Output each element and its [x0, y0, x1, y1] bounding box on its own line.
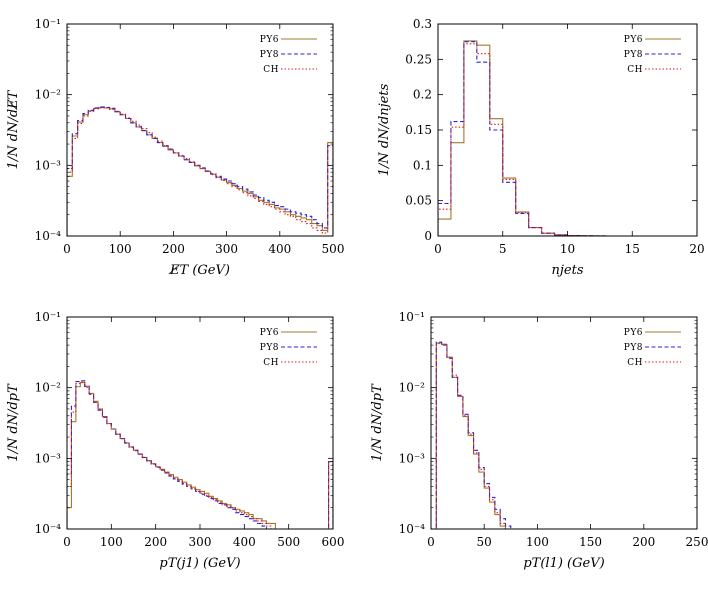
y-tick-label: 10⁻³ [35, 451, 62, 465]
y-tick-label: 0.05 [405, 194, 432, 208]
y-tick-label: 10⁻⁴ [35, 522, 62, 536]
plot-frame [430, 316, 698, 530]
series-ch-line [67, 381, 333, 529]
x-tick-label: 250 [686, 535, 708, 549]
y-tick-label: 10⁻² [35, 88, 62, 102]
chart-panel-1: 0 100 200 300 400 500 10⁻⁴ 10⁻³ 10⁻² 10⁻¹ E̸T (GeV… [6, 17, 344, 278]
series-group [431, 341, 538, 529]
x-tick-label: 5 [499, 242, 507, 256]
x-tick-label: 200 [632, 535, 655, 549]
x-tick-label: 100 [109, 242, 132, 256]
series-ch-line [431, 343, 538, 529]
y-tick-label: 0.15 [405, 123, 432, 137]
y-tick-label: 10⁻⁴ [399, 522, 426, 536]
x-tick-label: 500 [277, 535, 300, 549]
x-tick-label: 20 [689, 242, 704, 256]
x-axis-label: pT(l1) (GeV) [523, 556, 604, 571]
y-tick-label: 10⁻¹ [399, 310, 425, 324]
x-tick-label: 50 [477, 535, 492, 549]
series-ch-line [438, 43, 697, 236]
x-tick-label: 400 [233, 535, 256, 549]
legend-label-py6: PY6 [260, 35, 279, 45]
series-py6-line [431, 342, 538, 529]
x-tick-label: 400 [268, 242, 291, 256]
x-axis-label: njets [552, 263, 584, 278]
y-tick-label: 10⁻¹ [35, 310, 61, 324]
series-group [438, 40, 697, 236]
y-tick-label: 10⁻³ [35, 158, 62, 172]
y-axis-label: 1/N dN/dpT [370, 383, 385, 462]
legend-label-ch: CH [263, 65, 279, 75]
x-tick-label: 100 [100, 535, 123, 549]
y-tick-label: 0.3 [413, 17, 432, 31]
x-tick-label: 0 [63, 242, 71, 256]
y-tick-label: 0.2 [413, 88, 432, 102]
plot-frame [66, 23, 334, 237]
y-tick-label: 10⁻³ [399, 451, 426, 465]
x-tick-label: 15 [625, 242, 640, 256]
legend-label-py8: PY8 [624, 50, 643, 60]
x-tick-label: 10 [560, 242, 575, 256]
series-py6-line [67, 382, 333, 529]
legend-label-py6: PY6 [260, 328, 279, 338]
x-tick-label: 0 [63, 535, 71, 549]
legend-label-ch: CH [263, 358, 279, 368]
series-group [67, 380, 333, 529]
x-tick-label: 300 [215, 242, 238, 256]
legend-label-py8: PY8 [260, 343, 279, 353]
series-py8-line [67, 380, 333, 529]
legend-label-py6: PY6 [624, 35, 643, 45]
legend-label-py8: PY8 [260, 50, 279, 60]
legend-label-py8: PY8 [624, 343, 643, 353]
chart-panel-3: 0 100 200 300 400 500 600 10⁻⁴ 10⁻³ 10⁻² 10⁻¹ pT(j1… [6, 310, 344, 571]
series-group [67, 106, 333, 236]
y-tick-label: 10⁻² [35, 381, 62, 395]
legend-label-ch: CH [627, 358, 643, 368]
x-tick-label: 0 [427, 535, 435, 549]
x-tick-label: 300 [189, 535, 212, 549]
chart-panel-4: 0 50 100 150 200 250 10⁻⁴ 10⁻³ 10⁻² 10⁻¹ pT(l1) (G… [370, 310, 708, 571]
x-axis-label: pT(j1) (GeV) [159, 556, 240, 571]
legend-label-ch: CH [627, 65, 643, 75]
y-tick-label: 0.1 [413, 158, 432, 172]
chart-panel-2: 0 5 10 15 20 0 0.05 0.1 0.15 0.2 0.25 0.3 njets 1/N d… [377, 17, 705, 278]
y-tick-label: 0.25 [405, 52, 432, 66]
x-tick-label: 200 [144, 535, 167, 549]
y-tick-label: 10⁻² [399, 381, 426, 395]
x-tick-label: 100 [526, 535, 549, 549]
x-tick-label: 200 [162, 242, 185, 256]
x-tick-label: 600 [322, 535, 345, 549]
y-axis-label: 1/N dN/dnjets [377, 83, 392, 176]
x-tick-label: 0 [434, 242, 442, 256]
y-axis-label: 1/N dN/dE̸T [6, 89, 21, 169]
x-tick-label: 150 [579, 535, 602, 549]
y-tick-label: 10⁻⁴ [35, 229, 62, 243]
x-axis-label: E̸T (GeV) [169, 263, 230, 278]
series-py6-line [438, 40, 697, 236]
legend-label-py6: PY6 [624, 328, 643, 338]
y-tick-label: 0 [424, 229, 432, 243]
series-ch-line [67, 107, 333, 236]
series-py8-line [438, 41, 697, 236]
y-tick-label: 10⁻¹ [35, 17, 61, 31]
y-axis-label: 1/N dN/dpT [6, 383, 21, 462]
x-tick-label: 500 [322, 242, 345, 256]
series-py8-line [431, 341, 538, 529]
